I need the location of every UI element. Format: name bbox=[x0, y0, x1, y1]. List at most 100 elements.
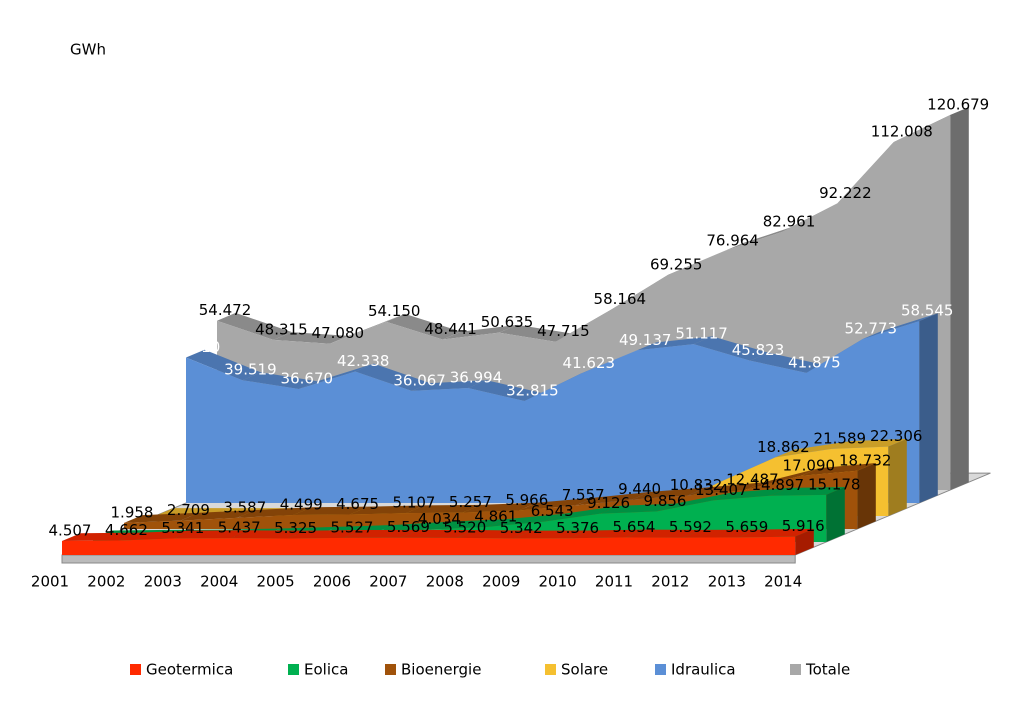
area-ridge bbox=[831, 438, 907, 449]
data-label: 49.137 bbox=[619, 331, 672, 349]
data-label: 5.437 bbox=[218, 519, 261, 537]
area-ridge bbox=[657, 492, 732, 512]
area-ridge bbox=[180, 510, 256, 521]
area-ridge bbox=[217, 312, 292, 340]
area bbox=[62, 536, 796, 555]
area-ridge bbox=[242, 372, 318, 390]
data-label: 41.875 bbox=[788, 353, 841, 371]
area-ridge bbox=[544, 505, 620, 522]
x-tick-label: 2005 bbox=[257, 573, 295, 591]
data-label: 5.966 bbox=[505, 491, 548, 509]
x-tick-label: 2009 bbox=[482, 573, 520, 591]
data-label: 5.527 bbox=[331, 518, 374, 536]
data-label: 52.773 bbox=[845, 320, 898, 338]
data-label: 5.520 bbox=[443, 518, 486, 536]
area-ridge bbox=[400, 529, 476, 538]
data-label: 4.499 bbox=[280, 496, 323, 514]
legend-swatch bbox=[655, 664, 666, 675]
area-ridge bbox=[693, 336, 769, 361]
data-label: 18.732 bbox=[839, 451, 892, 469]
data-label: 92.222 bbox=[819, 184, 872, 202]
area-ridge bbox=[713, 487, 789, 501]
data-label: 5.107 bbox=[393, 494, 436, 512]
data-label: 5.569 bbox=[387, 518, 430, 536]
data-label: 4.507 bbox=[49, 521, 92, 539]
area-ridge bbox=[600, 503, 676, 514]
data-label: 7.557 bbox=[562, 486, 605, 504]
area-ridge bbox=[637, 336, 713, 351]
area-ridge bbox=[124, 512, 199, 523]
legend-swatch bbox=[130, 664, 141, 675]
area-side bbox=[826, 487, 845, 542]
data-label: 58.545 bbox=[901, 302, 954, 320]
data-label: 18.862 bbox=[757, 438, 810, 456]
x-tick-label: 2012 bbox=[651, 573, 689, 591]
data-label: 5.341 bbox=[161, 519, 204, 537]
data-label: 9.440 bbox=[618, 480, 661, 498]
data-label: 5.654 bbox=[613, 518, 656, 536]
area-ridge bbox=[406, 504, 481, 514]
area-ridge bbox=[293, 506, 369, 516]
data-label: 50.635 bbox=[481, 313, 534, 331]
data-label: 1.958 bbox=[111, 503, 154, 521]
area-ridge bbox=[744, 468, 820, 491]
data-label: 5.342 bbox=[500, 519, 543, 537]
data-label: 2.709 bbox=[167, 501, 210, 519]
data-label: 46.810 bbox=[168, 338, 221, 356]
area-ridge bbox=[769, 487, 845, 496]
area-ridge bbox=[344, 529, 419, 538]
area-ridge bbox=[355, 363, 431, 391]
x-tick-label: 2013 bbox=[708, 573, 746, 591]
area-side bbox=[888, 438, 907, 516]
area-ridge bbox=[298, 363, 374, 390]
data-label: 36.670 bbox=[281, 370, 334, 388]
data-label: 48.441 bbox=[424, 320, 477, 338]
legend-label: Bioenergie bbox=[401, 661, 481, 679]
area-ridge bbox=[575, 491, 651, 506]
data-label: 10.832 bbox=[670, 476, 723, 494]
data-label: 54.472 bbox=[199, 301, 252, 319]
area-side bbox=[950, 107, 969, 490]
data-label: 112.008 bbox=[871, 122, 933, 140]
area-ridge bbox=[462, 502, 538, 513]
data-label: 5.592 bbox=[669, 518, 712, 536]
area-side bbox=[919, 313, 938, 503]
legend-label: Solare bbox=[561, 661, 608, 679]
legend-swatch bbox=[385, 664, 396, 675]
data-label: 15.178 bbox=[808, 475, 861, 493]
data-label: 4.675 bbox=[336, 495, 379, 513]
data-label: 82.961 bbox=[763, 213, 816, 231]
area-ridge bbox=[569, 529, 645, 539]
data-label: 5.659 bbox=[725, 518, 768, 536]
area-side bbox=[795, 528, 814, 555]
area-ridge bbox=[411, 380, 487, 391]
data-label: 47.080 bbox=[312, 324, 365, 342]
area-ridge bbox=[518, 497, 594, 511]
data-label: 4.662 bbox=[105, 521, 148, 539]
data-label: 5.376 bbox=[556, 519, 599, 537]
data-label: 47.715 bbox=[537, 322, 590, 340]
area-ridge bbox=[431, 519, 507, 530]
area-ridge bbox=[118, 530, 194, 541]
legend-label: Eolica bbox=[304, 661, 348, 679]
area-ridge bbox=[442, 324, 518, 340]
data-label: 5.916 bbox=[782, 517, 825, 535]
data-label: 36.994 bbox=[450, 369, 503, 387]
area-ridge bbox=[499, 324, 574, 342]
area-ridge bbox=[349, 505, 425, 515]
area-ridge bbox=[456, 530, 532, 539]
data-label: 42.338 bbox=[337, 352, 390, 370]
area-ridge bbox=[682, 529, 758, 538]
data-label: 58.164 bbox=[594, 290, 647, 308]
data-label: 120.679 bbox=[927, 96, 989, 114]
area-ridge bbox=[580, 342, 656, 374]
area-ridge bbox=[688, 482, 763, 496]
area-ridge bbox=[174, 530, 250, 539]
data-label: 22.306 bbox=[870, 427, 923, 445]
x-tick-label: 2003 bbox=[144, 573, 182, 591]
data-label: 5.257 bbox=[449, 493, 492, 511]
area-ridge bbox=[236, 507, 312, 518]
data-label: 17.090 bbox=[783, 456, 836, 474]
area-ridge bbox=[487, 513, 563, 527]
